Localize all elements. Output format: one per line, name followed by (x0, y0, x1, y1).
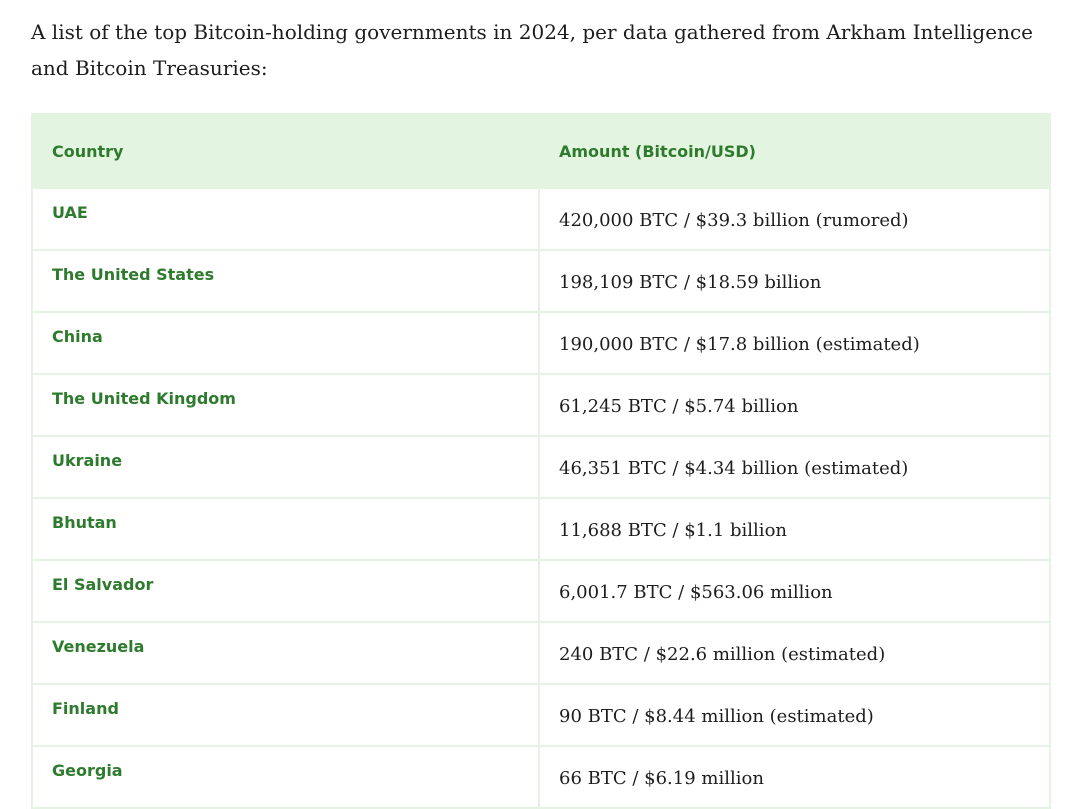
table-row: El Salvador 6,001.7 BTC / $563.06 millio… (31, 559, 1051, 623)
country-cell: Venezuela (31, 621, 540, 685)
country-cell: UAE (31, 187, 540, 251)
table-header: Country Amount (Bitcoin/USD) (31, 113, 1051, 189)
table-row: The United States 198,109 BTC / $18.59 b… (31, 249, 1051, 313)
country-cell: Ukraine (31, 435, 540, 499)
amount-cell: 90 BTC / $8.44 million (estimated) (538, 683, 1051, 747)
amount-cell: 190,000 BTC / $17.8 billion (estimated) (538, 311, 1051, 375)
country-cell: The United States (31, 249, 540, 313)
country-cell: Bhutan (31, 497, 540, 561)
header-country: Country (31, 113, 540, 189)
country-cell: Finland (31, 683, 540, 747)
table-header-row: Country Amount (Bitcoin/USD) (31, 113, 1051, 189)
table-row: Bhutan 11,688 BTC / $1.1 billion (31, 497, 1051, 561)
amount-cell: 61,245 BTC / $5.74 billion (538, 373, 1051, 437)
table-body: UAE 420,000 BTC / $39.3 billion (rumored… (31, 187, 1051, 809)
table-row: Finland 90 BTC / $8.44 million (estimate… (31, 683, 1051, 747)
amount-cell: 420,000 BTC / $39.3 billion (rumored) (538, 187, 1051, 251)
amount-cell: 66 BTC / $6.19 million (538, 745, 1051, 809)
bitcoin-holdings-table: Country Amount (Bitcoin/USD) UAE 420,000… (31, 113, 1051, 809)
country-cell: China (31, 311, 540, 375)
country-cell: El Salvador (31, 559, 540, 623)
table-row: Ukraine 46,351 BTC / $4.34 billion (esti… (31, 435, 1051, 499)
amount-cell: 198,109 BTC / $18.59 billion (538, 249, 1051, 313)
table-row: UAE 420,000 BTC / $39.3 billion (rumored… (31, 187, 1051, 251)
country-cell: Georgia (31, 745, 540, 809)
table-row: Venezuela 240 BTC / $22.6 million (estim… (31, 621, 1051, 685)
intro-paragraph: A list of the top Bitcoin-holding govern… (31, 20, 1033, 80)
table-row: Georgia 66 BTC / $6.19 million (31, 745, 1051, 809)
table-row: China 190,000 BTC / $17.8 billion (estim… (31, 311, 1051, 375)
holdings-table-container: Country Amount (Bitcoin/USD) UAE 420,000… (31, 113, 1051, 809)
amount-cell: 240 BTC / $22.6 million (estimated) (538, 621, 1051, 685)
amount-cell: 6,001.7 BTC / $563.06 million (538, 559, 1051, 623)
amount-cell: 11,688 BTC / $1.1 billion (538, 497, 1051, 561)
table-row: The United Kingdom 61,245 BTC / $5.74 bi… (31, 373, 1051, 437)
header-amount: Amount (Bitcoin/USD) (538, 113, 1051, 189)
country-cell: The United Kingdom (31, 373, 540, 437)
amount-cell: 46,351 BTC / $4.34 billion (estimated) (538, 435, 1051, 499)
